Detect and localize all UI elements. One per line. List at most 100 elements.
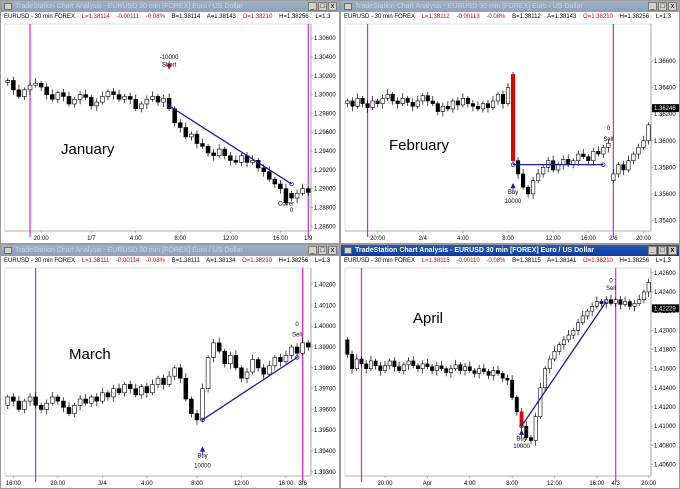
candle-body [439, 365, 444, 369]
symbol-infobar: EURUSD - 30 min FOREX L=1.38114 -0.00111… [1, 12, 339, 22]
close-button[interactable]: x [668, 2, 677, 11]
candle-body [368, 360, 373, 369]
price-tick-label: 1.41200 [654, 405, 676, 411]
candle-body [216, 148, 222, 157]
minimize-button[interactable]: _ [308, 246, 317, 255]
candle-body [72, 98, 77, 105]
close-button[interactable]: x [328, 246, 337, 255]
high-price: H=1.38256 [619, 258, 650, 264]
candle-body [44, 86, 49, 95]
candle-body [566, 334, 571, 341]
candle-body [144, 98, 150, 105]
candle-body [541, 167, 546, 175]
candle-body [283, 355, 289, 362]
maximize-button[interactable]: □ [318, 246, 327, 255]
candle-body [55, 92, 61, 100]
symbol-label: EURUSD - 30 min FOREX [4, 14, 76, 20]
price-tick-label: 1.39800 [314, 366, 336, 372]
candle-body [83, 398, 88, 404]
price-tick-label: 1.42000 [654, 328, 676, 334]
time-tick-label: 20:00 [641, 481, 657, 487]
candle-body [94, 101, 100, 107]
candle-body [486, 371, 491, 376]
window-titlebar[interactable]: TradeStation Chart Analysis - EURUSD 30 … [1, 1, 339, 12]
candle-body [22, 89, 27, 97]
window-titlebar[interactable]: TradeStation Chart Analysis - EURUSD 30 … [341, 245, 679, 256]
candle-body [524, 425, 529, 438]
maximize-button[interactable]: □ [658, 2, 667, 11]
candle-body [365, 103, 370, 108]
maximize-button[interactable]: □ [318, 2, 327, 11]
candle-body [355, 98, 360, 107]
candle-body [636, 147, 641, 155]
candle-body [261, 367, 266, 375]
chart-window-january[interactable]: TradeStation Chart Analysis - EURUSD 30 … [0, 0, 340, 244]
window-titlebar[interactable]: TradeStation Chart Analysis - EURUSD 30 … [1, 245, 339, 256]
trade-annotation: Buy [197, 453, 207, 459]
candle-body [77, 398, 83, 406]
open-price: O=1.38210 [583, 14, 613, 20]
trade-entry-marker [510, 162, 516, 167]
candle-body [267, 171, 272, 180]
price-tick-label: 1.29600 [314, 130, 336, 136]
candle-body [448, 368, 453, 373]
candle-body [613, 299, 618, 304]
candle-body [430, 366, 435, 371]
window-titlebar[interactable]: TradeStation Chart Analysis - EURUSD 30 … [341, 1, 679, 12]
trade-annotation: 10000 [513, 444, 530, 450]
minimize-button[interactable]: _ [648, 246, 657, 255]
candle-body [239, 155, 244, 163]
last-price-tag-text: 1.42229 [654, 306, 676, 312]
trade-annotation: 0 [609, 278, 613, 284]
maximize-button[interactable]: □ [658, 246, 667, 255]
time-tick-label: 20:00 [34, 236, 50, 242]
plot-area [344, 23, 652, 232]
price-tick-label: 1.41000 [654, 424, 676, 430]
candle-body [150, 96, 155, 100]
candle-body [623, 301, 628, 305]
time-tick-label: 4:00 [141, 481, 153, 487]
time-tick-label: 2/6 [609, 236, 618, 242]
time-tick-label: 12:00 [546, 236, 562, 242]
bid-price: B=1.38112 [512, 14, 541, 20]
trade-annotation: 10000 [194, 464, 211, 470]
price-tick-label: 1.39700 [314, 387, 336, 393]
price-tick-label: 1.40000 [314, 324, 336, 330]
candle-body [370, 100, 375, 108]
close-button[interactable]: x [668, 246, 677, 255]
price-chart[interactable]: Buy 10000 0 Sell 1.40200 1.40100 1.40000 1.3990… [1, 266, 340, 489]
trade-annotation: Buy [508, 190, 518, 196]
minimize-button[interactable]: _ [648, 2, 657, 11]
trade-annotation: 0 [607, 126, 611, 132]
app-icon [344, 247, 352, 254]
candle-body [55, 396, 61, 402]
candle-body [397, 366, 402, 371]
candle-body [222, 148, 228, 157]
candle-body [278, 183, 283, 189]
candle-body [166, 375, 172, 385]
price-chart[interactable]: Buy 10000 0 Sell 1.36600 1.36400 1.36200 1.3600… [341, 22, 680, 244]
price-tick-label: 1.39300 [314, 470, 336, 476]
time-tick-label: 12:00 [223, 236, 239, 242]
chart-window-february[interactable]: TradeStation Chart Analysis - EURUSD 30 … [340, 0, 680, 244]
price-chart[interactable]: Buy100000Sell1.426001.424001.422001.4200… [341, 266, 680, 489]
chart-window-april[interactable]: TradeStation Chart Analysis - EURUSD 30 … [340, 244, 680, 489]
candle-body [200, 388, 205, 421]
net-change: -0.00111 [116, 14, 140, 20]
candle-body [116, 94, 122, 100]
candle-body [354, 358, 359, 369]
candle-body [155, 377, 161, 385]
close-button[interactable]: x [328, 2, 337, 11]
candle-body [411, 360, 416, 367]
candle-body [359, 358, 364, 365]
candle-body [571, 330, 576, 336]
candle-body [611, 173, 616, 181]
time-tick-label: 12:00 [234, 481, 250, 487]
candle-body [440, 105, 445, 112]
candle-body [420, 363, 425, 369]
candle-body [390, 94, 395, 102]
chart-window-march[interactable]: TradeStation Chart Analysis - EURUSD 30 … [0, 244, 340, 489]
minimize-button[interactable]: _ [308, 2, 317, 11]
candle-body [591, 151, 596, 161]
